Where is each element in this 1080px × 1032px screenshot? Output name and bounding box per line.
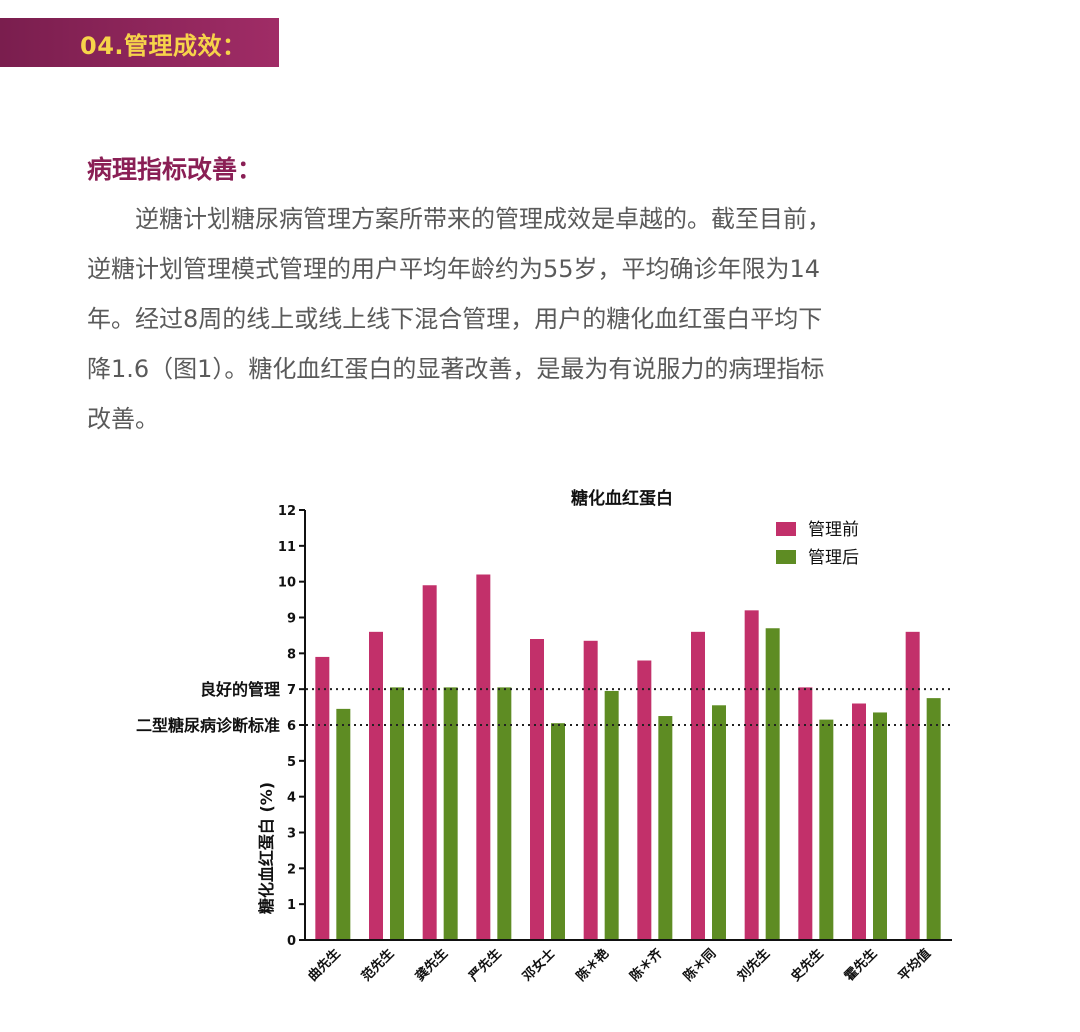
- bar-before: [476, 574, 491, 940]
- bar-before: [530, 639, 544, 940]
- y-tick-label: 7: [287, 683, 296, 698]
- y-tick-label: 0: [287, 934, 296, 949]
- legend-label-before: 管理前: [808, 520, 859, 540]
- bars-layer: [315, 574, 941, 940]
- bar-after: [712, 705, 726, 940]
- legend: 管理前 管理后: [776, 520, 859, 568]
- reference-line-label: 二型糖尿病诊断标准: [136, 716, 280, 735]
- subsection-title: 病理指标改善：: [87, 155, 263, 184]
- paragraph-line: 降1.6（图1）。糖化血红蛋白的显著改善，是最为有说服力的病理指标: [87, 355, 825, 383]
- section-banner: 04.管理成效：: [0, 18, 279, 67]
- y-tick-label: 8: [287, 647, 296, 662]
- paragraph-line: 逆糖计划糖尿病管理方案所带来的管理成效是卓越的。截至目前，: [135, 205, 831, 233]
- paragraph-line: 改善。: [87, 405, 159, 433]
- bar-after: [551, 723, 565, 940]
- section-title: 04.管理成效：: [80, 32, 247, 60]
- bar-after: [765, 628, 780, 940]
- y-axis-label: 糖化血红蛋白 (%): [257, 782, 276, 914]
- y-tick-label: 11: [278, 540, 296, 555]
- y-tick-label: 2: [287, 862, 296, 877]
- reference-line-label: 良好的管理: [200, 680, 280, 699]
- y-tick-label: 5: [287, 755, 296, 770]
- bar-after: [497, 687, 512, 940]
- bar-after: [336, 708, 351, 940]
- bar-before: [583, 640, 598, 940]
- legend-swatch-before: [776, 522, 796, 536]
- bar-after: [443, 687, 458, 940]
- x-tick-label: 霍先生: [841, 946, 880, 985]
- bar-before: [369, 631, 383, 940]
- legend-swatch-after: [776, 550, 796, 564]
- bar-after: [604, 690, 619, 940]
- y-tick-label: 10: [278, 576, 296, 591]
- x-tick-label: 平均值: [895, 946, 934, 985]
- y-tick-label: 12: [278, 504, 296, 519]
- y-tick-label: 6: [287, 719, 296, 734]
- bar-before: [315, 656, 330, 940]
- bar-before: [905, 631, 920, 940]
- x-tick-label: 陈＊齐: [627, 945, 667, 985]
- paragraph-line: 逆糖计划管理模式管理的用户平均年龄约为55岁，平均确诊年限为14: [87, 255, 821, 283]
- bar-after: [819, 719, 834, 940]
- x-tick-label: 严先生: [465, 946, 505, 986]
- y-tick-label: 4: [287, 791, 296, 806]
- bar-before: [744, 610, 759, 940]
- legend-label-after: 管理后: [808, 548, 859, 568]
- bar-after: [873, 712, 887, 940]
- x-labels: 曲先生 范先生 龚先生 严先生 邓女士 陈＊艳 陈＊齐 陈＊同 刘先生 史先生 霍先生 平均值: [305, 945, 934, 985]
- chart-title: 糖化血红蛋白: [571, 488, 673, 509]
- y-tick-label: 9: [287, 612, 296, 627]
- bar-before: [637, 660, 652, 940]
- paragraph-line: 年。经过8周的线上或线上线下混合管理，用户的糖化血红蛋白平均下: [87, 305, 823, 333]
- x-tick-label: 陈＊艳: [573, 946, 612, 985]
- bar-after: [390, 687, 404, 940]
- bar-before: [422, 585, 437, 940]
- x-tick-label: 史先生: [788, 946, 827, 985]
- bar-before: [852, 703, 866, 940]
- y-tick-label: 1: [287, 898, 296, 913]
- bar-after: [926, 698, 941, 940]
- x-tick-label: 邓女士: [519, 946, 558, 985]
- bar-before: [798, 687, 813, 940]
- x-tick-label: 曲先生: [305, 946, 344, 985]
- bar-after: [658, 716, 673, 940]
- x-tick-label: 刘先生: [734, 946, 773, 985]
- x-tick-label: 陈＊同: [680, 946, 719, 985]
- x-tick-label: 龚先生: [412, 946, 451, 985]
- x-tick-label: 范先生: [358, 946, 397, 985]
- description-paragraph: 逆糖计划糖尿病管理方案所带来的管理成效是卓越的。截至目前， 逆糖计划管理模式管理…: [87, 194, 1007, 444]
- y-tick-label: 3: [287, 827, 296, 842]
- bar-before: [691, 631, 705, 940]
